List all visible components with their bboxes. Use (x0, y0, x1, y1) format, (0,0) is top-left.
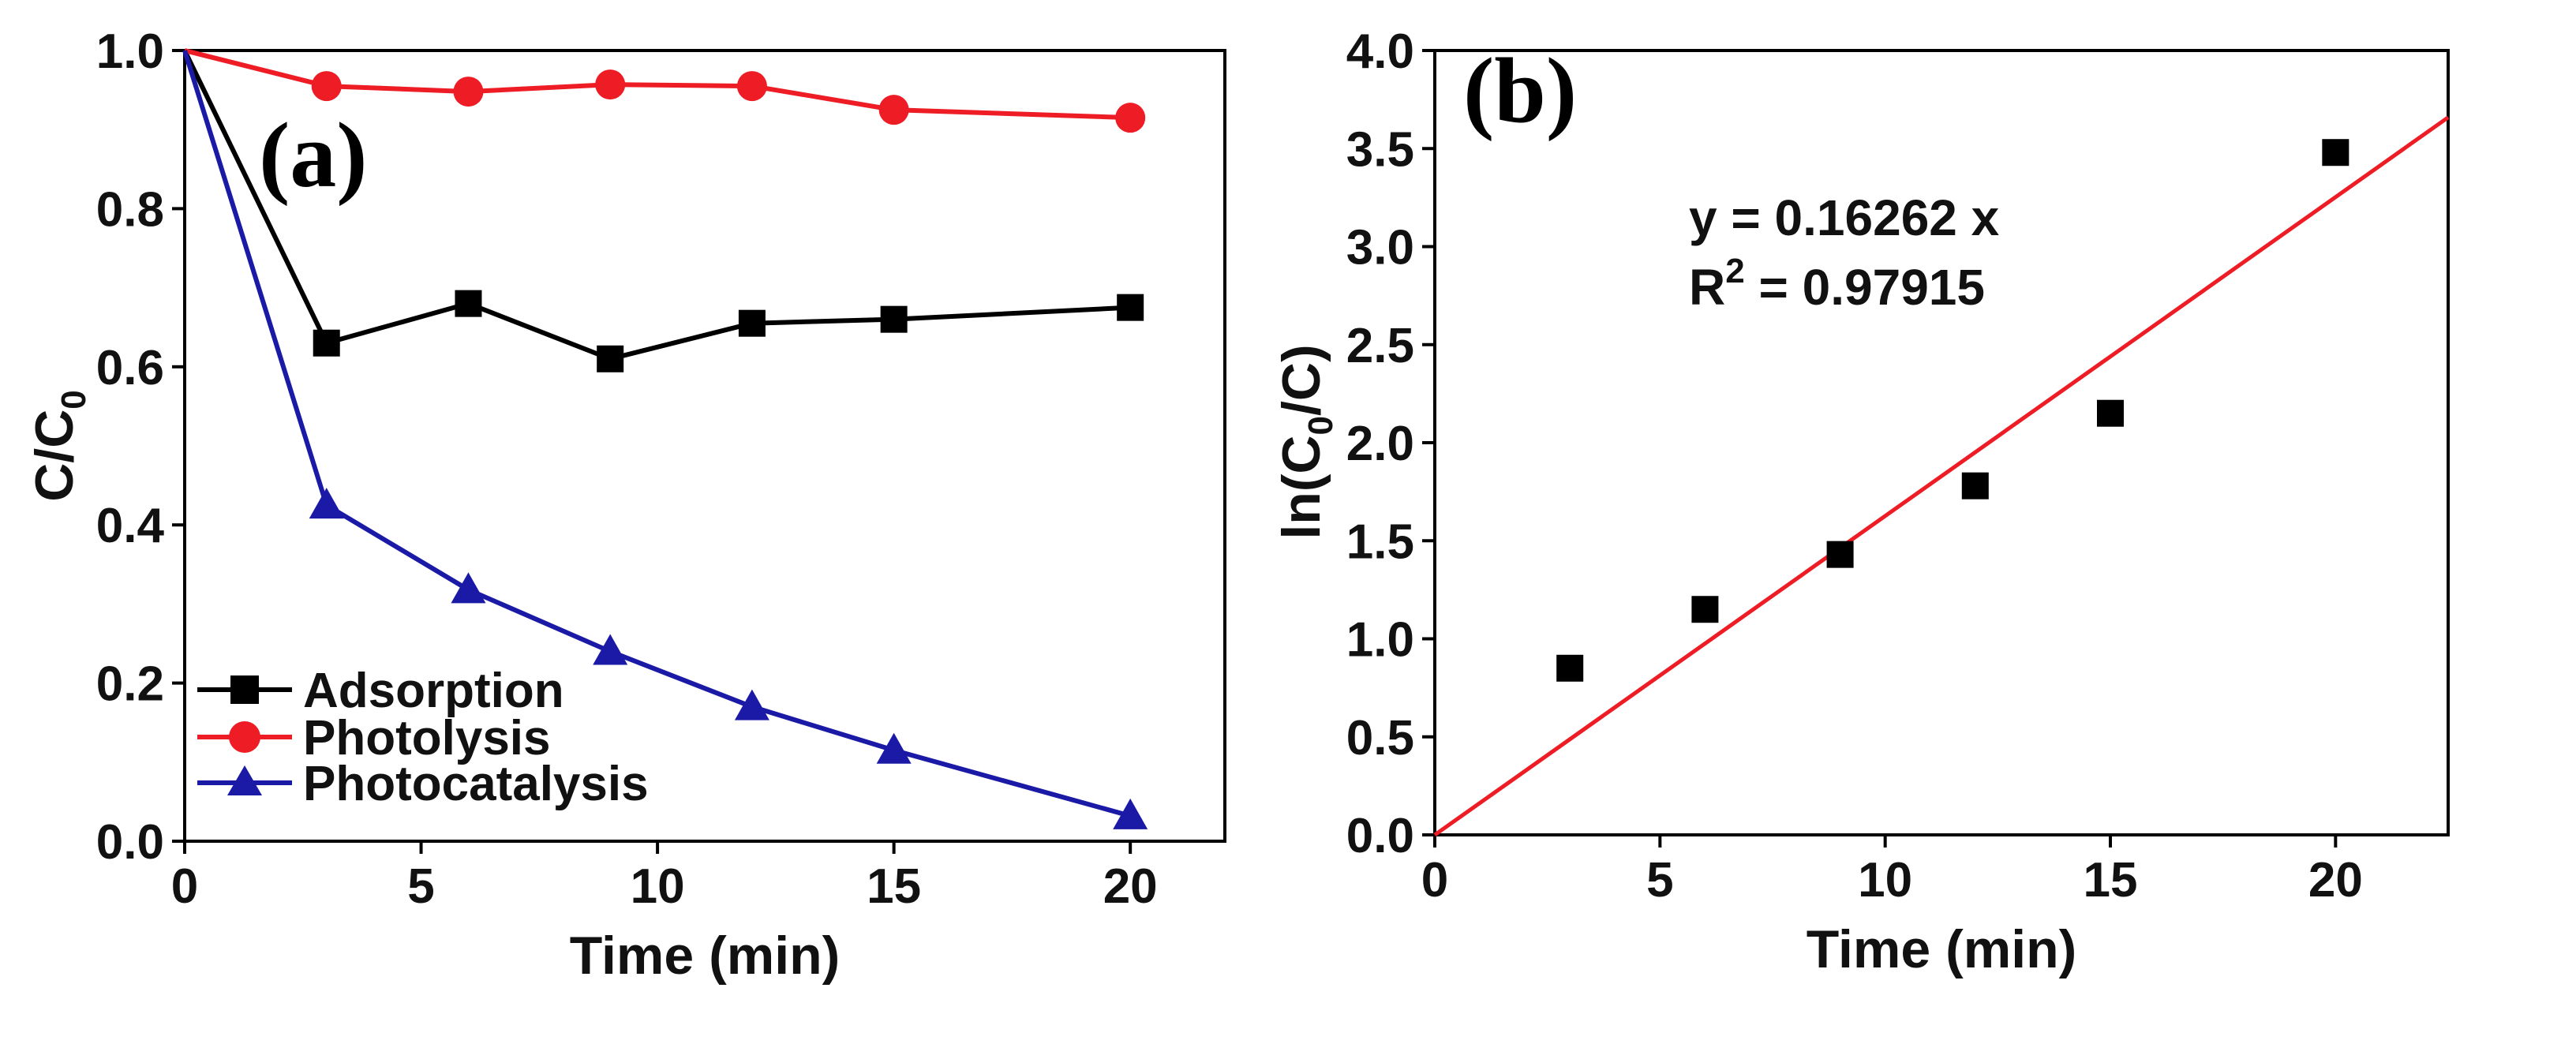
panel-b-x-tick-label: 10 (1858, 853, 1912, 907)
legend-item-photolysis: Photolysis (197, 711, 551, 765)
panel-b-y-tick-label: 4.0 (1346, 24, 1414, 79)
panel-a-x-axis-title: Time (min) (570, 926, 841, 986)
scatter-point (2097, 399, 2124, 427)
panel-a-y-axis-title-main: C/C (24, 410, 84, 502)
panel-a-x-tick-label: 0 (171, 859, 198, 914)
panel-a-frame (183, 49, 1226, 843)
panel-b-y-axis-title-post: /C) (1271, 344, 1331, 416)
panel-b-x-tick-label: 15 (2084, 853, 2138, 907)
panel-b-frame (1433, 49, 2450, 836)
panel-b-y-tick-label: 3.5 (1346, 122, 1414, 177)
panel-b-y-tick-label: 1.5 (1346, 515, 1414, 569)
data-point-adsorption (597, 345, 624, 372)
panel-b-y-axis-title-pre: ln(C (1271, 435, 1331, 539)
panel-a-y-tick-label: 0.6 (96, 341, 164, 395)
panel-b: 0 5 10 15 200.00.51.01.52.02.53.03.54.0 (b) … (1271, 24, 2450, 979)
panel-a-y-tick-label: 0.2 (96, 657, 164, 712)
panel-a-y-tick-label: 0.4 (96, 499, 165, 553)
legend-item-adsorption: Adsorption (197, 664, 564, 718)
data-point-photocatalysis (876, 732, 912, 764)
legend-marker-photocatalysis (227, 765, 262, 795)
scatter-point (1691, 596, 1719, 623)
panel-a-markers (309, 69, 1148, 829)
panel-b-ticks: 0 5 10 15 20 0.0 0.5 1.0 1.5 2.0 2.5 3.0 3.5 4.0 (1346, 24, 2363, 907)
panel-a-y-tick-label: 0.8 (96, 182, 164, 237)
panel-b-x-axis-title: Time (min) (1807, 919, 2077, 979)
data-point-adsorption (738, 309, 766, 337)
fit-equation: y = 0.16262 x (1689, 189, 2000, 246)
panel-b-x-tick-label: 5 (1646, 853, 1673, 907)
panel-a-y-tick-label: 0.0 (96, 815, 164, 870)
panel-b-y-tick-label: 2.0 (1346, 417, 1414, 471)
fit-r-squared-post: = 0.97915 (1745, 259, 1985, 316)
fit-r-squared-sup: 2 (1725, 252, 1744, 290)
panel-b-y-axis-title-sub: 0 (1301, 416, 1340, 435)
scatter-point (1556, 654, 1584, 682)
panel-b-label: (b) (1463, 39, 1577, 142)
legend-item-photocatalysis: Photocatalysis (197, 757, 649, 811)
panel-a-x-tick-label: 10 (631, 859, 685, 914)
data-point-photocatalysis (309, 488, 344, 519)
panel-b-y-tick-label: 3.0 (1346, 221, 1414, 275)
panel-b-y-tick-label: 0.5 (1346, 711, 1414, 765)
data-point-photolysis (736, 71, 767, 102)
panel-a-x-tick-label: 15 (867, 859, 921, 914)
data-point-photolysis (311, 71, 342, 102)
panel-a-ticks: 0 5 10 15 20 0.0 0.2 0.4 0.6 0.8 1.0 (96, 24, 1158, 914)
panel-a-y-axis-title-sub: 0 (54, 390, 93, 409)
legend-label-photocatalysis: Photocatalysis (303, 757, 649, 811)
panel-a-legend: Adsorption Photolysis Photocatalysis (197, 664, 649, 811)
panel-b-y-axis-title: ln(C0/C) (1271, 344, 1340, 539)
data-point-adsorption (880, 305, 908, 333)
panel-b-y-tick-label: 1.0 (1346, 613, 1414, 668)
data-point-adsorption (1117, 294, 1144, 321)
panel-a-label: (a) (259, 103, 368, 207)
panel-a-y-tick-label: 1.0 (96, 24, 164, 79)
fit-r-squared-pre: R (1689, 259, 1725, 316)
panel-b-y-tick-label: 2.5 (1346, 319, 1414, 373)
data-point-photocatalysis (1113, 798, 1148, 829)
panel-a-y-axis-title: C/C0 (24, 390, 93, 502)
legend-marker-adsorption (230, 675, 259, 704)
legend-label-photolysis: Photolysis (303, 711, 551, 765)
panel-b-y-tick-label: 0.0 (1346, 809, 1414, 863)
data-point-photocatalysis (451, 572, 486, 604)
panel-b-fit (1433, 115, 2450, 837)
panel-a-x-tick-label: 5 (407, 859, 434, 914)
panel-b-x-tick-label: 20 (2308, 853, 2363, 907)
data-point-photolysis (878, 95, 909, 125)
legend-label-adsorption: Adsorption (303, 664, 564, 718)
linear-fit-line (1433, 115, 2450, 837)
scatter-point (1826, 541, 1854, 568)
data-point-photolysis (595, 69, 626, 100)
legend-marker-photolysis (229, 721, 260, 753)
panel-a: 0 5 10 15 20 0.0 0.2 0.4 0.6 0.8 1.0 (a) Time (min… (24, 24, 1226, 986)
panel-b-markers (1556, 139, 2349, 682)
panel-a-x-tick-label: 20 (1103, 859, 1158, 914)
scatter-point (2322, 139, 2349, 167)
fit-r-squared: R2 = 0.97915 (1689, 252, 1985, 316)
data-point-photolysis (453, 77, 484, 107)
scatter-point (1961, 472, 1989, 500)
data-point-photocatalysis (593, 634, 628, 665)
panel-b-x-tick-label: 0 (1421, 853, 1448, 907)
data-point-adsorption (455, 290, 482, 317)
data-point-adsorption (313, 329, 340, 357)
data-point-photolysis (1115, 103, 1146, 133)
data-point-photocatalysis (734, 689, 769, 720)
